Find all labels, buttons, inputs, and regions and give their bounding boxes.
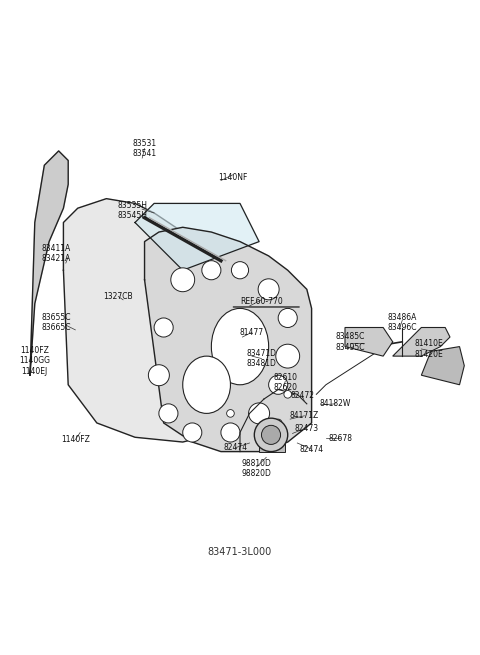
- Text: 83655C
83665C: 83655C 83665C: [41, 313, 71, 333]
- Text: 1327CB: 1327CB: [104, 292, 133, 301]
- Circle shape: [227, 409, 234, 417]
- Circle shape: [269, 375, 288, 394]
- Text: REF.60-770: REF.60-770: [240, 297, 283, 306]
- Text: 82474: 82474: [300, 445, 324, 454]
- Circle shape: [154, 318, 173, 337]
- Polygon shape: [63, 198, 240, 442]
- Circle shape: [221, 423, 240, 442]
- Text: 83411A
83421A: 83411A 83421A: [42, 244, 71, 263]
- Circle shape: [249, 403, 270, 424]
- Polygon shape: [144, 227, 312, 451]
- Text: 82610
82620: 82610 82620: [273, 373, 297, 392]
- Polygon shape: [259, 442, 285, 451]
- Polygon shape: [421, 346, 464, 384]
- Circle shape: [275, 419, 282, 427]
- Text: 81477: 81477: [240, 328, 264, 337]
- Polygon shape: [30, 151, 68, 375]
- Polygon shape: [393, 328, 450, 356]
- Circle shape: [254, 418, 288, 451]
- Circle shape: [262, 425, 281, 445]
- Text: 84171Z: 84171Z: [290, 411, 319, 421]
- Text: 84182W: 84182W: [320, 400, 351, 408]
- Circle shape: [148, 365, 169, 386]
- Text: 1140NF: 1140NF: [218, 173, 248, 181]
- Text: 81410E
81420E: 81410E 81420E: [414, 339, 443, 359]
- Circle shape: [258, 279, 279, 300]
- Text: 83535H
83545H: 83535H 83545H: [118, 201, 148, 220]
- Circle shape: [231, 261, 249, 279]
- Circle shape: [284, 390, 291, 398]
- Text: 82472: 82472: [290, 391, 314, 400]
- Text: 83486A
83496C: 83486A 83496C: [387, 313, 417, 333]
- Circle shape: [159, 404, 178, 423]
- Circle shape: [202, 261, 221, 280]
- Circle shape: [183, 423, 202, 442]
- Text: 82678: 82678: [328, 434, 352, 443]
- Text: 83485C
83495C: 83485C 83495C: [335, 332, 364, 352]
- Text: 1140FZ: 1140FZ: [61, 435, 90, 444]
- Text: 98810D
98820D: 98810D 98820D: [242, 458, 272, 478]
- Text: 82473: 82473: [295, 424, 319, 433]
- Circle shape: [278, 309, 297, 328]
- Text: 83531
83541: 83531 83541: [132, 139, 156, 159]
- Text: 82474: 82474: [223, 443, 247, 452]
- Circle shape: [171, 268, 195, 291]
- Text: 83471D
83481D: 83471D 83481D: [246, 349, 276, 368]
- Ellipse shape: [183, 356, 230, 413]
- Polygon shape: [345, 328, 393, 356]
- Ellipse shape: [211, 309, 269, 384]
- Polygon shape: [135, 204, 259, 271]
- Text: 1140FZ
1140GG
1140EJ: 1140FZ 1140GG 1140EJ: [19, 346, 50, 376]
- Circle shape: [276, 345, 300, 368]
- Text: 83471-3L000: 83471-3L000: [208, 546, 272, 557]
